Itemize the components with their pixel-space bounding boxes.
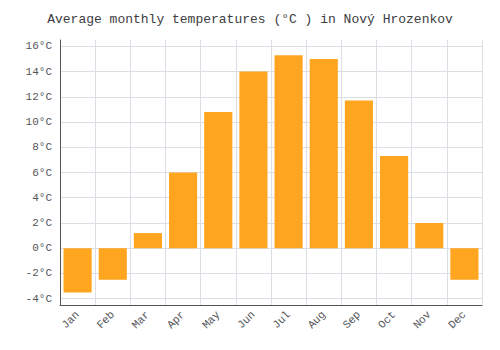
svg-text:Sep: Sep (341, 309, 363, 331)
svg-text:Jul: Jul (270, 309, 292, 331)
svg-text:4°C: 4°C (32, 192, 52, 204)
svg-text:10°C: 10°C (26, 116, 53, 128)
svg-text:12°C: 12°C (26, 91, 53, 103)
svg-text:6°C: 6°C (32, 167, 52, 179)
svg-text:8°C: 8°C (32, 141, 52, 153)
svg-text:Jan: Jan (59, 309, 81, 331)
svg-text:-4°C: -4°C (26, 293, 53, 305)
svg-text:Average monthly temperatures (: Average monthly temperatures (°C ) in No… (47, 12, 453, 27)
svg-text:2°C: 2°C (32, 217, 52, 229)
svg-text:Apr: Apr (165, 309, 187, 331)
svg-text:16°C: 16°C (26, 40, 53, 52)
svg-text:Dec: Dec (446, 309, 468, 331)
svg-text:-2°C: -2°C (26, 267, 53, 279)
svg-text:Feb: Feb (95, 309, 117, 331)
svg-text:Nov: Nov (411, 308, 434, 331)
svg-text:14°C: 14°C (26, 66, 53, 78)
svg-text:Mar: Mar (130, 309, 152, 331)
svg-text:Jun: Jun (235, 309, 257, 331)
svg-text:Oct: Oct (376, 309, 398, 331)
svg-text:Aug: Aug (306, 309, 328, 331)
svg-text:0°C: 0°C (32, 242, 52, 254)
svg-text:May: May (200, 308, 223, 331)
